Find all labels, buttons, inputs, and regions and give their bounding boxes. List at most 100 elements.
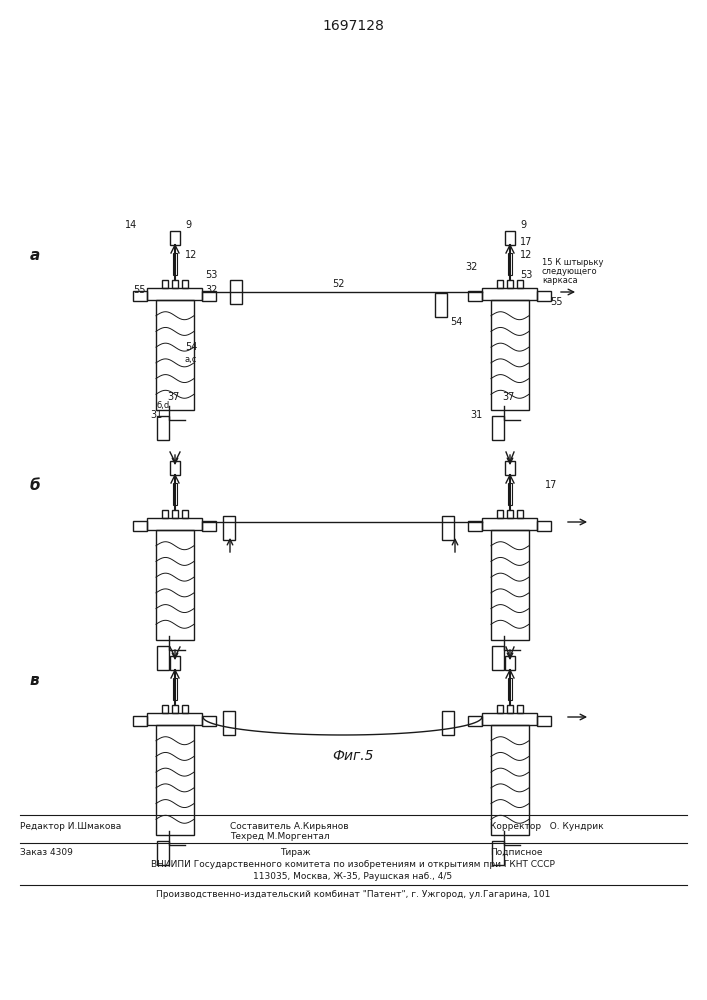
Bar — [482, 288, 537, 300]
Bar — [182, 280, 188, 288]
Bar — [469, 521, 482, 531]
Bar — [202, 716, 216, 726]
Text: 32: 32 — [465, 262, 477, 272]
Bar — [156, 300, 194, 410]
Bar — [148, 518, 202, 530]
Text: 14: 14 — [124, 220, 137, 230]
Bar — [172, 510, 178, 518]
Text: 17: 17 — [520, 237, 532, 247]
Bar — [162, 510, 168, 518]
Bar — [170, 231, 180, 245]
Bar — [508, 483, 512, 505]
Text: 55: 55 — [550, 297, 563, 307]
Text: ВНИИПИ Государственного комитета по изобретениям и открытиям при ГКНТ СССР: ВНИИПИ Государственного комитета по изоб… — [151, 860, 555, 869]
Text: 32: 32 — [205, 285, 217, 295]
Bar — [537, 521, 551, 531]
Bar — [202, 291, 216, 301]
Text: 31: 31 — [470, 410, 482, 420]
Text: следующего: следующего — [542, 267, 597, 276]
Bar — [172, 280, 178, 288]
Bar — [482, 518, 537, 530]
Bar — [517, 280, 523, 288]
Text: каркаса: каркаса — [542, 276, 578, 285]
Text: б: б — [30, 478, 40, 493]
Bar — [173, 678, 177, 700]
Text: 31: 31 — [150, 410, 162, 420]
Text: 54: 54 — [185, 342, 197, 352]
Bar — [497, 280, 503, 288]
Bar — [442, 711, 454, 735]
Bar — [505, 461, 515, 475]
Bar — [172, 705, 178, 713]
Text: 15 К штырьку: 15 К штырьку — [542, 258, 604, 267]
Text: Редактор И.Шмакова: Редактор И.Шмакова — [20, 822, 121, 831]
Text: а,с: а,с — [185, 355, 197, 364]
Text: 55: 55 — [133, 285, 146, 295]
Bar — [537, 716, 551, 726]
Bar — [469, 291, 482, 301]
Bar — [507, 510, 513, 518]
Text: Корректор   О. Кундрик: Корректор О. Кундрик — [490, 822, 604, 831]
Text: в: в — [30, 673, 40, 688]
Text: 37: 37 — [502, 392, 515, 402]
Bar — [497, 705, 503, 713]
Bar — [162, 705, 168, 713]
Bar — [156, 725, 194, 835]
Bar — [507, 280, 513, 288]
Bar — [505, 231, 515, 245]
Bar — [492, 841, 504, 865]
Text: Подписное: Подписное — [490, 848, 542, 857]
Bar — [157, 646, 169, 670]
Bar — [223, 516, 235, 540]
Bar — [182, 705, 188, 713]
Bar — [162, 280, 168, 288]
Bar — [148, 288, 202, 300]
Bar — [170, 656, 180, 670]
Bar — [173, 483, 177, 505]
Bar — [505, 656, 515, 670]
Bar — [442, 516, 454, 540]
Bar — [507, 705, 513, 713]
Bar — [517, 705, 523, 713]
Bar — [508, 678, 512, 700]
Bar — [497, 510, 503, 518]
Bar — [508, 253, 512, 275]
Text: Составитель А.Кирьянов: Составитель А.Кирьянов — [230, 822, 349, 831]
Bar — [537, 291, 551, 301]
Bar — [435, 293, 447, 317]
Bar — [157, 841, 169, 865]
Text: 52: 52 — [332, 279, 345, 289]
Text: 37: 37 — [167, 392, 180, 402]
Bar — [491, 300, 529, 410]
Text: 54: 54 — [450, 317, 462, 327]
Text: Заказ 4309: Заказ 4309 — [20, 848, 73, 857]
Bar — [223, 711, 235, 735]
Text: б,d: б,d — [157, 401, 170, 410]
Bar — [517, 510, 523, 518]
Text: Производственно-издательский комбинат "Патент", г. Ужгород, ул.Гагарина, 101: Производственно-издательский комбинат "П… — [156, 890, 550, 899]
Bar — [182, 510, 188, 518]
Bar — [170, 461, 180, 475]
Text: Тираж: Тираж — [280, 848, 310, 857]
Bar — [134, 521, 148, 531]
Bar — [491, 725, 529, 835]
Bar — [134, 716, 148, 726]
Bar — [156, 530, 194, 640]
Text: 12: 12 — [185, 250, 197, 260]
Text: Фиг.5: Фиг.5 — [332, 749, 374, 763]
Bar — [173, 253, 177, 275]
Text: Техред М.Моргентал: Техред М.Моргентал — [230, 832, 329, 841]
Bar — [202, 521, 216, 531]
Bar — [134, 291, 148, 301]
Bar — [230, 280, 242, 304]
Bar — [492, 416, 504, 440]
Text: 53: 53 — [205, 270, 217, 280]
Text: 53: 53 — [520, 270, 532, 280]
Text: 113035, Москва, Ж-35, Раушская наб., 4/5: 113035, Москва, Ж-35, Раушская наб., 4/5 — [253, 872, 452, 881]
Bar — [469, 716, 482, 726]
Bar — [148, 713, 202, 725]
Text: 9: 9 — [520, 220, 526, 230]
Bar — [157, 416, 169, 440]
Text: а: а — [30, 248, 40, 263]
Text: 1697128: 1697128 — [322, 19, 384, 33]
